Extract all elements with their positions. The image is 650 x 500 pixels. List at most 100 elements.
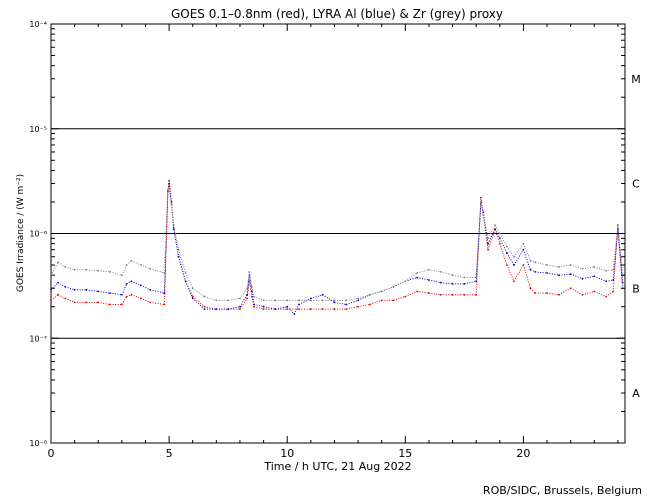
series-segment [150,268,165,274]
series-segment [167,184,170,191]
series-segment [110,292,122,296]
flare-class-lines [51,128,625,339]
series-segment [475,201,482,278]
series-segment [251,286,255,297]
series-segment [606,279,614,282]
series-segment [228,306,241,310]
series-segment [57,261,66,268]
data-point [621,281,624,284]
series-segment [275,306,288,310]
series-segment [405,272,418,282]
series-segment [192,296,205,308]
series-segment [612,225,619,292]
series-segment [417,290,429,294]
series-segment [475,201,482,282]
series-segment [346,306,359,310]
series-segment [286,306,295,315]
series-segment [204,296,217,301]
y-tick-label: 10⁻⁷ [29,334,47,343]
x-tick-label: 0 [48,447,55,460]
series-layer [50,179,624,315]
series-segment [173,229,180,257]
series-segment [298,297,312,305]
series-segment [131,294,141,299]
series-segment [192,298,205,310]
series-segment [310,294,323,299]
series-segment [253,296,264,301]
series-segment [594,266,607,272]
series-segment [50,282,59,291]
series-segment [98,290,111,294]
series-0 [50,179,624,310]
series-segment [140,297,151,303]
series-segment [358,304,370,308]
series-segment [246,271,250,289]
series-segment [86,289,99,292]
series-segment [530,260,536,263]
series-segment [140,264,151,270]
series-segment [57,294,66,299]
series-segment [369,290,382,296]
series-segment [263,306,276,310]
y-axis: 10⁻⁸ 10⁻⁷ 10⁻⁶ 10⁻⁵ 10⁻⁴ [29,20,625,448]
chart-title: GOES 0.1–0.8nm (red), LYRA Al (blue) & Z… [171,7,503,21]
series-segment [178,249,187,274]
series-segment [506,264,515,282]
series-segment [131,280,141,286]
series-segment [570,287,583,296]
series-segment [65,297,75,303]
series-segment [570,273,583,280]
series-segment [464,280,477,285]
series-segment [228,297,241,301]
series-segment [499,233,508,247]
series-segment [98,270,111,273]
series-segment [50,262,59,276]
series-segment [482,215,489,239]
series-segment [416,277,430,281]
flare-class-labels: A B C M [631,73,641,400]
series-segment [150,289,165,294]
series-segment [530,269,536,273]
series-segment [178,256,187,282]
x-tick-label: 20 [516,447,530,460]
series-segment [251,296,255,307]
series-segment [606,269,614,272]
series-segment [440,282,453,285]
series-segment [612,229,619,281]
x-axis-label: Time / h UTC, 21 Aug 2022 [263,460,411,473]
x-tick-label: 15 [398,447,412,460]
x-axis: 0 5 10 15 20 [48,24,619,460]
series-segment [150,301,165,305]
series-segment [522,264,531,289]
series-segment [346,297,359,301]
series-segment [582,266,595,270]
series-segment [535,261,548,266]
series-segment [248,275,253,292]
series-segment [126,280,132,285]
series-segment [57,282,66,288]
series-segment [499,238,508,254]
series-segment [369,299,382,305]
series-segment [546,292,559,296]
series-segment [605,290,614,298]
series-segment [393,280,406,288]
series-segment [452,274,465,278]
series-segment [163,189,169,274]
series-segment [546,264,559,268]
x-tick-label: 5 [166,447,173,460]
y-axis-label: GOES Irradiance / (W m⁻²) [16,174,26,292]
series-segment [594,290,607,298]
series-segment [246,275,250,295]
series-segment [121,283,128,295]
series-segment [522,243,531,261]
series-segment [168,183,172,205]
series-segment [346,299,359,305]
series-segment [357,294,371,299]
series-segment [50,294,59,301]
series-segment [393,296,406,301]
series-segment [248,281,253,297]
series-segment [582,275,595,280]
series-segment [405,290,418,298]
series-segment [192,287,205,298]
